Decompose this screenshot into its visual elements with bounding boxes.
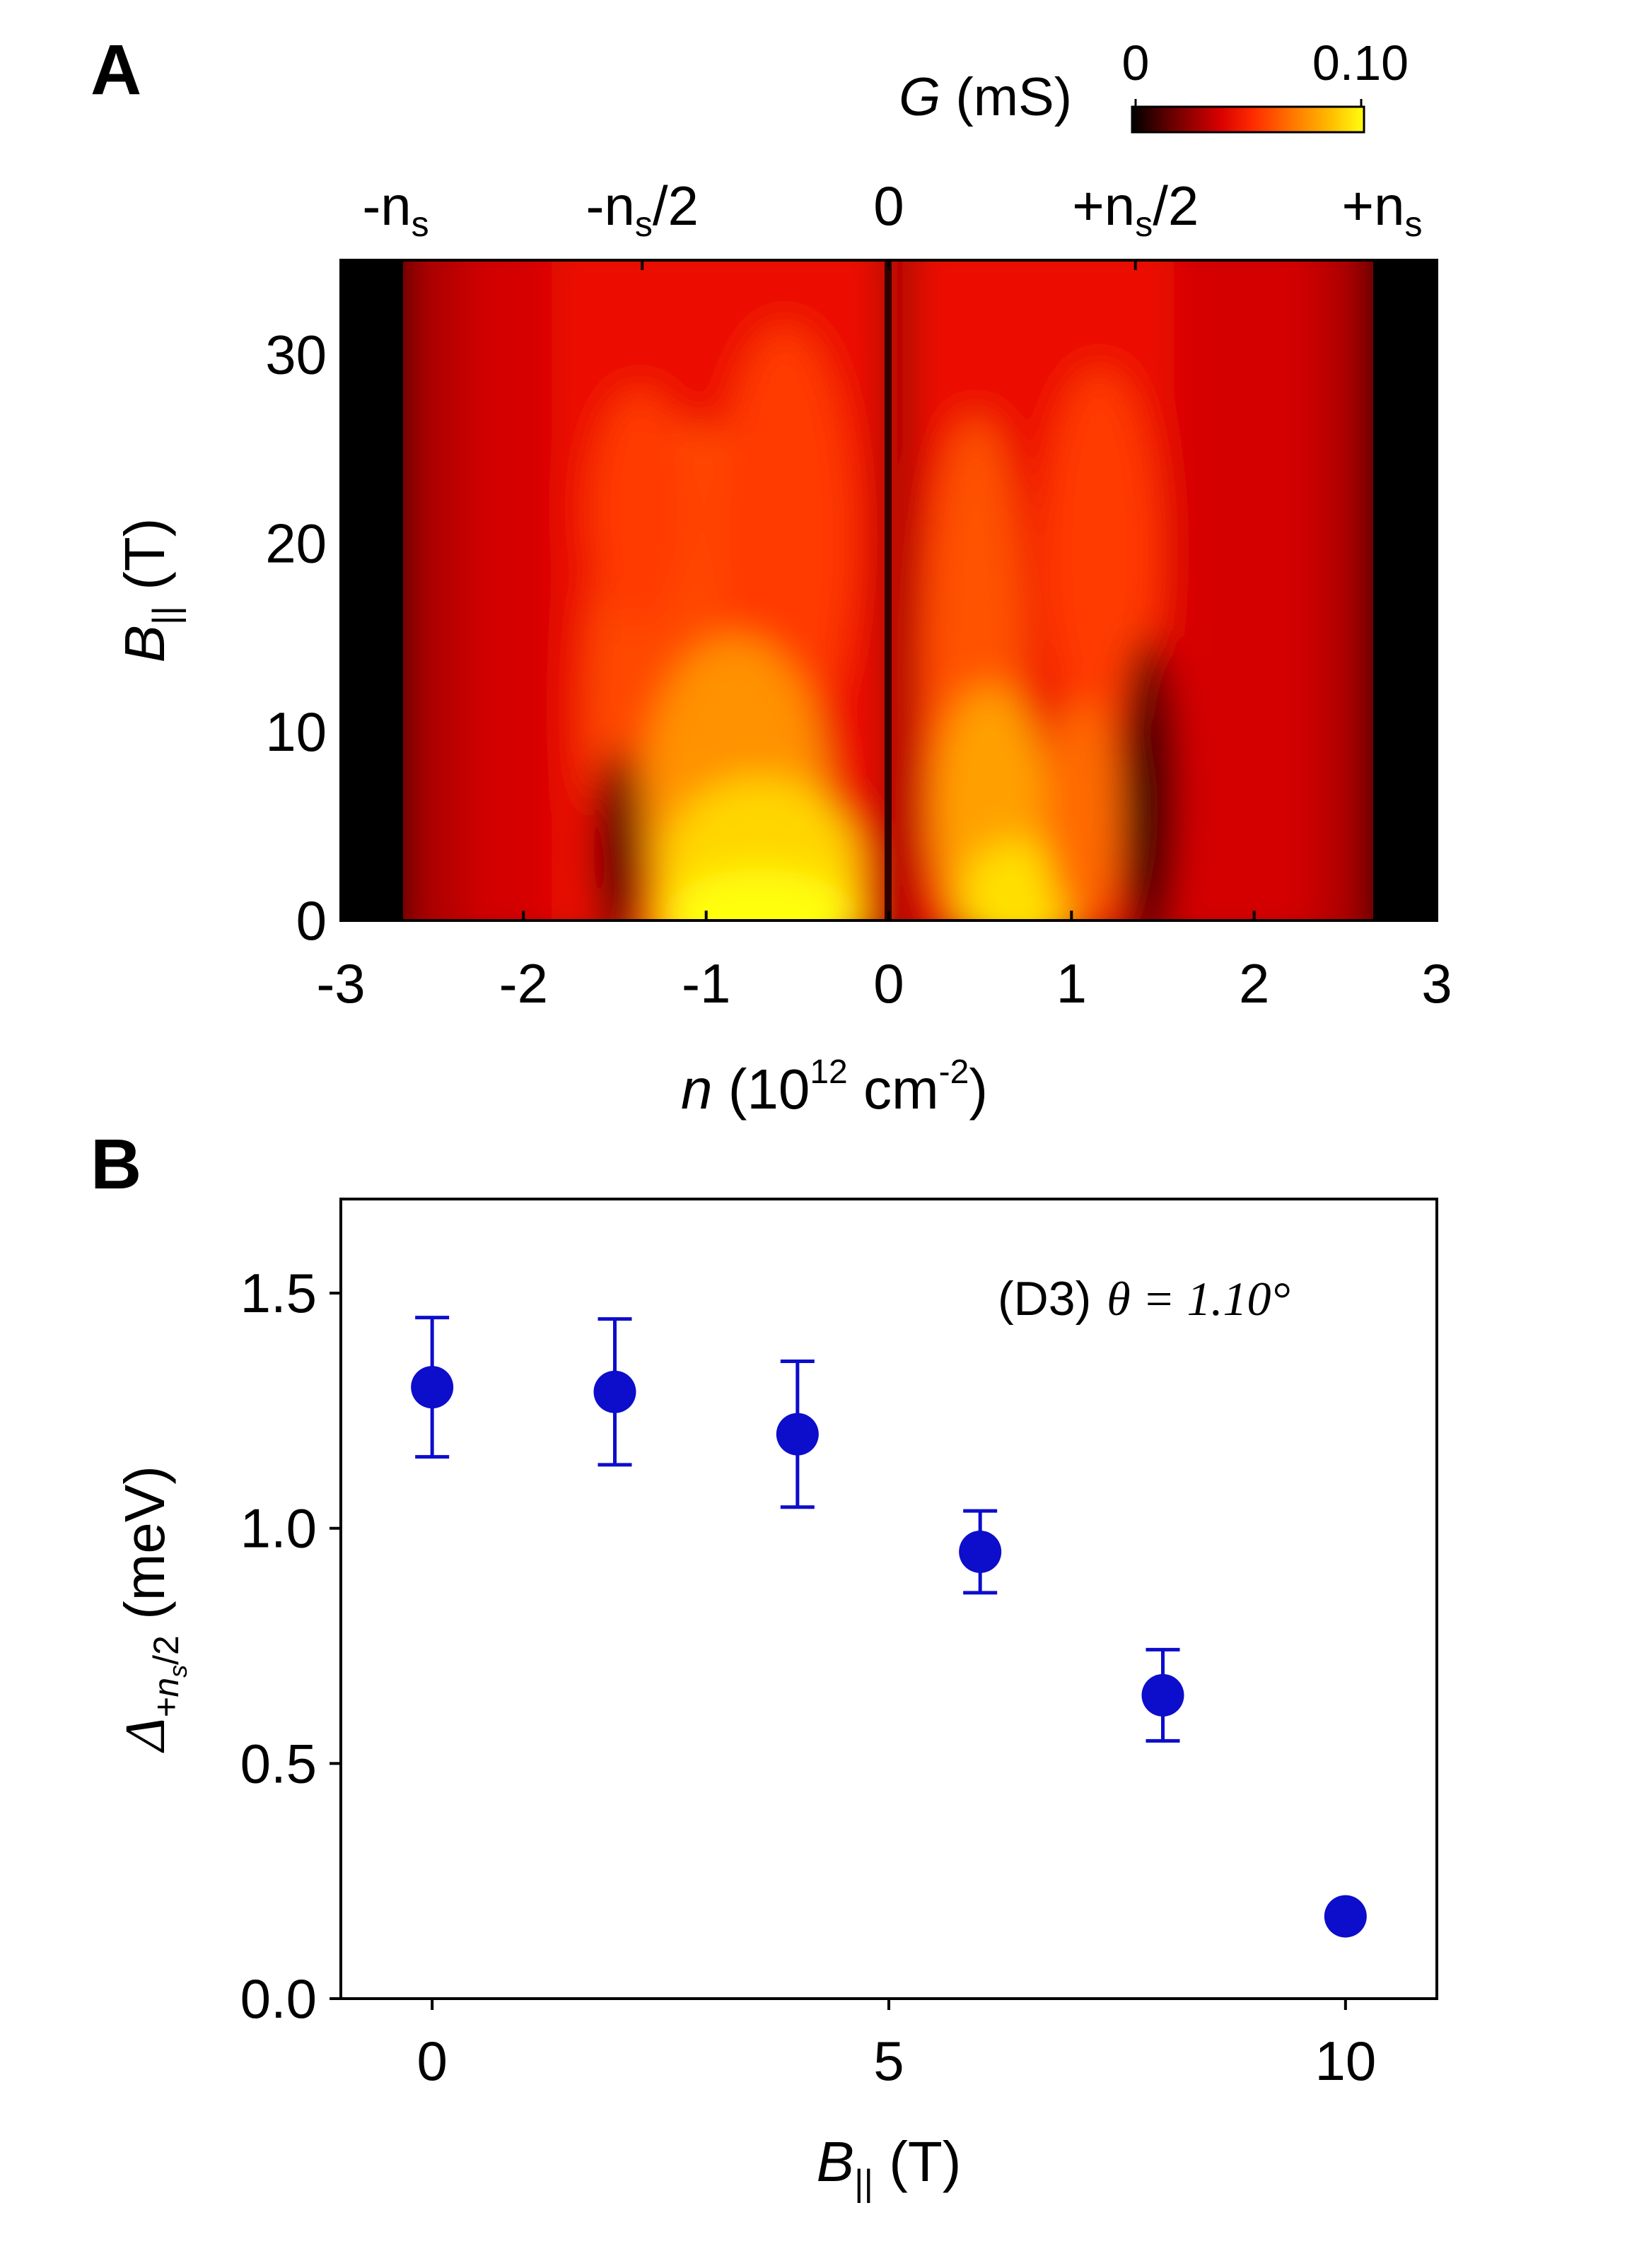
panel-letter-a: A	[91, 30, 141, 110]
scatter-x-tick-label: 10	[1315, 2030, 1376, 2092]
heatmap-y-tick-label: 10	[265, 701, 327, 763]
heatmap-y-tick-label: 0	[296, 889, 327, 952]
heatmap-top-tick-label: +ns/2	[1072, 175, 1199, 244]
heatmap-top-tick-label: -ns	[362, 175, 429, 244]
heatmap-x-tick-label: -1	[682, 952, 730, 1015]
scatter-y-ticks: 0.0 0.5 1.0 1.5	[240, 1262, 341, 2030]
data-point	[1324, 1895, 1367, 1938]
scatter-y-label: Δ+ns/2 (meV)	[113, 1466, 192, 1753]
colorbar-label: G (mS)	[899, 67, 1072, 127]
scatter-y-tick-label: 0.5	[240, 1732, 317, 1794]
heatmap-y-tick-label: 20	[265, 512, 327, 574]
scatter-y-tick-label: 0.0	[240, 1968, 317, 2030]
heatmap-top-tick-label: -ns/2	[586, 175, 699, 244]
colorbar-min-label: 0	[1122, 35, 1150, 90]
heatmap-x-tick-label: 3	[1421, 952, 1452, 1015]
scatter-x-tick-label: 5	[873, 2030, 904, 2092]
data-point	[593, 1370, 636, 1413]
scatter-x-tick-label: 0	[416, 2030, 447, 2092]
scatter-y-tick-label: 1.0	[240, 1497, 317, 1560]
data-point	[411, 1366, 454, 1409]
heatmap-x-tick-label: -3	[316, 952, 365, 1015]
heatmap-x-ticks: -3 -2 -1 0 1 2 3	[316, 911, 1452, 1015]
data-point	[1141, 1673, 1184, 1717]
panel-letter-b: B	[91, 1125, 141, 1204]
scatter-x-label: B|| (T)	[817, 2130, 962, 2204]
heatmap-top-tick-label: 0	[873, 175, 904, 237]
heatmap-x-tick-label: 1	[1056, 952, 1087, 1015]
colorbar: G (mS) 0 0.10	[899, 35, 1409, 134]
heatmap-panel: -3 -2 -1 0 1 2 3 0 10 20 30 -ns -ns/2 0 +ns/2 +ns n (…	[113, 35, 1452, 1121]
scatter-panel: 0 5 10 0.00.51.01.5 (D3) θ = 1.10° B|| (T) …	[113, 1198, 1438, 2204]
data-point	[959, 1530, 1002, 1573]
heatmap-x-tick-label: 0	[873, 952, 904, 1015]
scatter-y-tick-label: 1.5	[240, 1262, 317, 1324]
heatmap-y-label: B|| (T)	[113, 518, 187, 663]
heatmap-y-ticks: 0 10 20 30	[265, 323, 351, 952]
heatmap-x-tick-label: -2	[499, 952, 548, 1015]
heatmap-x-tick-label: 2	[1239, 952, 1269, 1015]
scatter-points	[411, 1316, 1367, 1938]
scatter-x-ticks: 0 5 10	[416, 1999, 1376, 2092]
heatmap-x-label: n (1012 cm-2)	[681, 1053, 988, 1121]
data-point	[776, 1413, 819, 1456]
heatmap-top-tick-label: +ns	[1342, 175, 1423, 244]
colorbar-gradient	[1131, 105, 1365, 134]
heatmap-y-tick-label: 30	[265, 323, 327, 385]
heatmap-top-ticks: -ns -ns/2 0 +ns/2 +ns	[362, 175, 1422, 270]
colorbar-max-label: 0.10	[1312, 35, 1409, 90]
scatter-annotation: (D3) θ = 1.10°	[998, 1272, 1290, 1326]
